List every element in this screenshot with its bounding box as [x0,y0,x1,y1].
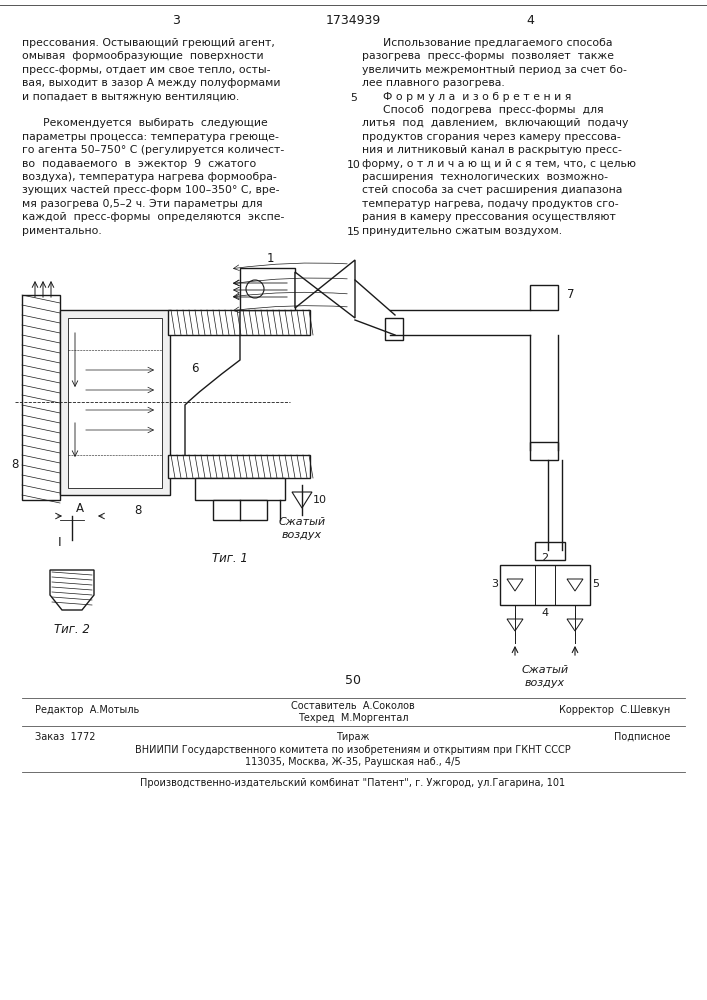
Text: Использование предлагаемого способа: Использование предлагаемого способа [362,38,612,48]
Polygon shape [507,619,523,631]
Text: 7: 7 [567,288,575,302]
Text: рания в камеру прессования осуществляют: рания в камеру прессования осуществляют [362,212,616,222]
Text: продуктов сгорания через камеру прессова-: продуктов сгорания через камеру прессова… [362,132,621,142]
Text: 3: 3 [491,579,498,589]
Text: Τиг. 2: Τиг. 2 [54,623,90,636]
Text: Сжатый: Сжатый [522,665,568,675]
Polygon shape [567,619,583,631]
Text: Способ  подогрева  пресс-формы  для: Способ подогрева пресс-формы для [362,105,604,115]
Text: зующих частей пресс-форм 100–350° С, вре-: зующих частей пресс-форм 100–350° С, вре… [22,185,279,195]
Text: Производственно-издательский комбинат "Патент", г. Ужгород, ул.Гагарина, 101: Производственно-издательский комбинат "П… [141,778,566,788]
Text: воздух: воздух [525,678,565,688]
Bar [385,318,403,340]
Text: принудительно сжатым воздухом.: принудительно сжатым воздухом. [362,226,562,236]
Text: расширения  технологических  возможно-: расширения технологических возможно- [362,172,608,182]
Bar [535,542,565,560]
Bar [500,565,590,605]
Text: лее плавного разогрева.: лее плавного разогрева. [362,78,505,88]
Text: прессования. Остывающий греющий агент,: прессования. Остывающий греющий агент, [22,38,275,48]
Bar [530,285,558,310]
Text: разогрева  пресс-формы  позволяет  также: разогрева пресс-формы позволяет также [362,51,614,61]
Text: 1734939: 1734939 [325,13,380,26]
Polygon shape [567,579,583,591]
Text: Редактор  А.Мотыль: Редактор А.Мотыль [35,705,139,715]
Text: риментально.: риментально. [22,226,102,236]
Text: 10: 10 [313,495,327,505]
Text: 50: 50 [345,674,361,686]
Text: 5: 5 [592,579,599,589]
Text: Составитель  А.Соколов: Составитель А.Соколов [291,701,415,711]
Circle shape [246,280,264,298]
Polygon shape [295,260,355,318]
Text: 15: 15 [347,227,361,237]
Text: 4: 4 [526,13,534,26]
Text: Ф о р м у л а  и з о б р е т е н и я: Ф о р м у л а и з о б р е т е н и я [362,92,571,102]
Bar [213,500,267,520]
Polygon shape [292,492,312,508]
Bar [168,310,310,335]
Text: параметры процесса: температура греюще-: параметры процесса: температура греюще- [22,132,279,142]
Text: Подписное: Подписное [614,732,670,742]
Bar [195,478,285,500]
Text: I: I [58,536,62,550]
Bar [68,318,162,488]
Bar [530,442,558,460]
Text: 3: 3 [172,13,180,26]
Text: 113035, Москва, Ж-35, Раушская наб., 4/5: 113035, Москва, Ж-35, Раушская наб., 4/5 [245,757,461,767]
Bar [22,295,60,500]
Text: форму, о т л и ч а ю щ и й с я тем, что, с целью: форму, о т л и ч а ю щ и й с я тем, что,… [362,159,636,169]
Polygon shape [50,570,94,610]
Text: увеличить межремонтный период за счет бо-: увеличить межремонтный период за счет бо… [362,65,627,75]
Text: 4: 4 [542,608,549,618]
Text: температур нагрева, подачу продуктов сго-: температур нагрева, подачу продуктов сго… [362,199,619,209]
Text: воздуха), температура нагрева формообра-: воздуха), температура нагрева формообра- [22,172,276,182]
Text: Заказ  1772: Заказ 1772 [35,732,95,742]
Text: воздух: воздух [282,530,322,540]
Text: 8: 8 [134,504,141,516]
Text: литья  под  давлением,  включающий  подачу: литья под давлением, включающий подачу [362,118,629,128]
Text: Сжатый: Сжатый [279,517,325,527]
Text: го агента 50–750° С (регулируется количест-: го агента 50–750° С (регулируется количе… [22,145,284,155]
Text: пресс-формы, отдает им свое тепло, осты-: пресс-формы, отдает им свое тепло, осты- [22,65,271,75]
Text: омывая  формообразующие  поверхности: омывая формообразующие поверхности [22,51,264,61]
Text: 2: 2 [542,553,549,563]
Text: 1: 1 [267,251,274,264]
Text: вая, выходит в зазор А между полуформами: вая, выходит в зазор А между полуформами [22,78,281,88]
Text: стей способа за счет расширения диапазона: стей способа за счет расширения диапазон… [362,185,622,195]
Text: A: A [76,502,84,514]
Text: ВНИИПИ Государственного комитета по изобретениям и открытиям при ГКНТ СССР: ВНИИПИ Государственного комитета по изоб… [135,745,571,755]
Text: каждой  пресс-формы  определяются  экспе-: каждой пресс-формы определяются экспе- [22,212,284,222]
Text: Рекомендуется  выбирать  следующие: Рекомендуется выбирать следующие [22,118,268,128]
Text: 8: 8 [11,458,18,472]
Text: 6: 6 [192,361,199,374]
Bar [60,310,170,495]
Text: Тираж: Тираж [337,732,370,742]
Text: мя разогрева 0,5–2 ч. Эти параметры для: мя разогрева 0,5–2 ч. Эти параметры для [22,199,262,209]
Text: Техред  М.Моргентал: Техред М.Моргентал [298,713,408,723]
Bar [240,268,295,310]
Text: ния и литниковый канал в раскрытую пресс-: ния и литниковый канал в раскрытую пресс… [362,145,622,155]
Text: Корректор  С.Шевкун: Корректор С.Шевкун [559,705,670,715]
Polygon shape [507,579,523,591]
Text: Τиг. 1: Τиг. 1 [212,552,248,564]
Bar [168,455,310,478]
Text: во  подаваемого  в  эжектор  9  сжатого: во подаваемого в эжектор 9 сжатого [22,159,256,169]
Text: 5: 5 [351,93,358,103]
Text: 10: 10 [347,160,361,170]
Text: и попадает в вытяжную вентиляцию.: и попадает в вытяжную вентиляцию. [22,92,239,102]
